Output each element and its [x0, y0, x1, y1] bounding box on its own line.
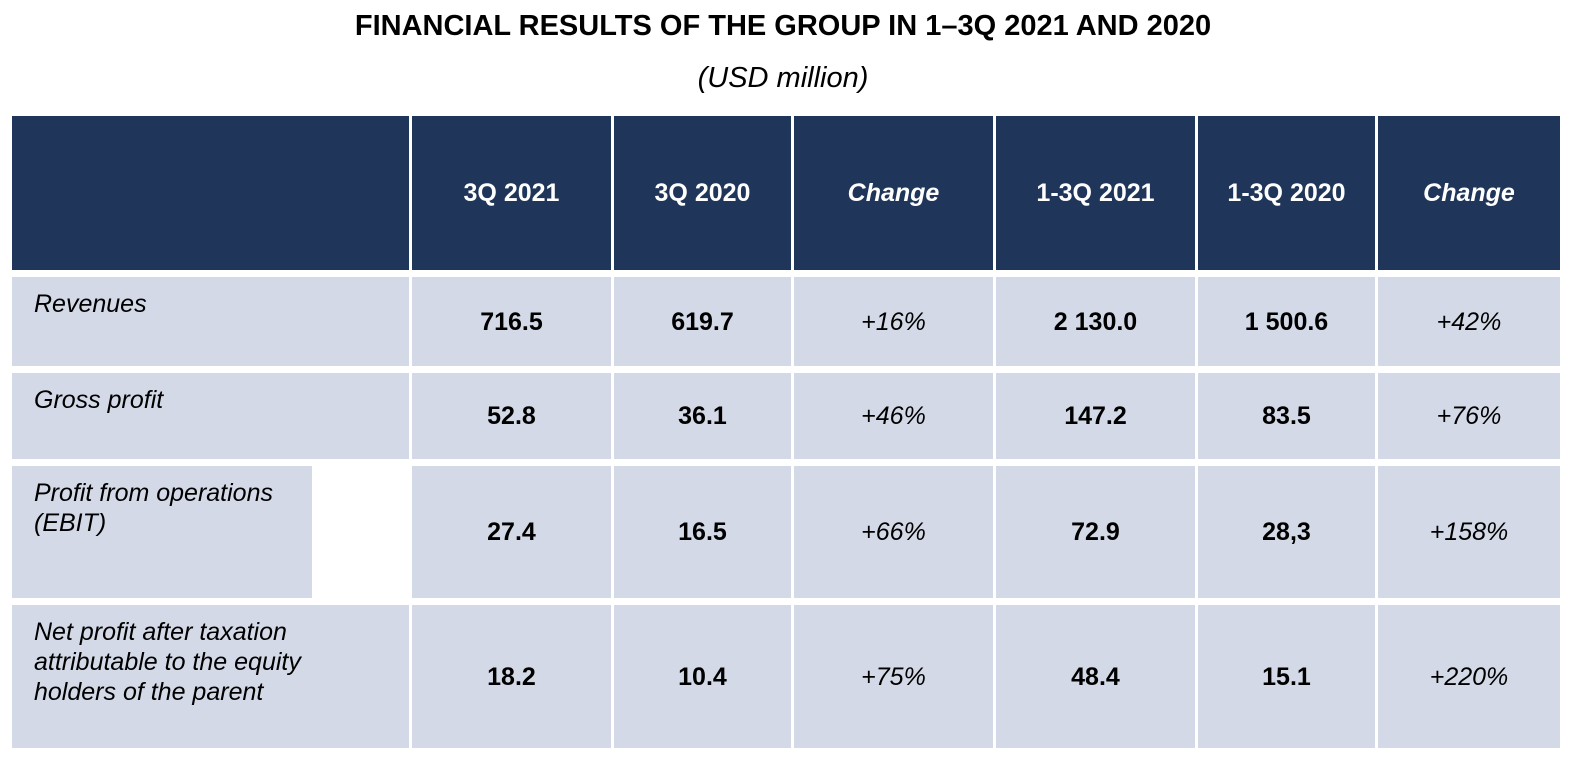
row-label-net-profit: Net profit after taxation attributable t… [12, 605, 409, 748]
table-cell: 83.5 [1198, 373, 1375, 459]
table-cell: 147.2 [996, 373, 1195, 459]
financial-results-table: 3Q 2021 3Q 2020 Change 1-3Q 2021 1-3Q 20… [12, 116, 1560, 748]
table-subtitle: (USD million) [697, 62, 869, 94]
row-label-revenues: Revenues [12, 277, 409, 366]
header-cell-change-ytd: Change [1378, 116, 1560, 270]
table-cell-change: +75% [794, 605, 993, 748]
table-cell: 716.5 [412, 277, 611, 366]
table-cell: 15.1 [1198, 605, 1375, 748]
table-cell: 619.7 [614, 277, 791, 366]
table-cell: 72.9 [996, 466, 1195, 598]
header-cell-1-3q-2021: 1-3Q 2021 [996, 116, 1195, 270]
table-cell-change: +66% [794, 466, 993, 598]
header-cell-3q-2021: 3Q 2021 [412, 116, 611, 270]
table-title: FINANCIAL RESULTS OF THE GROUP IN 1–3Q 2… [354, 10, 1212, 42]
table-cell-change: +76% [1378, 373, 1560, 459]
table-cell: 16.5 [614, 466, 791, 598]
table-cell-change: +158% [1378, 466, 1560, 598]
table-cell: 52.8 [412, 373, 611, 459]
table-cell-change: +46% [794, 373, 993, 459]
row-label-gross-profit: Gross profit [12, 373, 409, 459]
table-cell: 2 130.0 [996, 277, 1195, 366]
header-cell-change-quarter: Change [794, 116, 993, 270]
header-cell-1-3q-2020: 1-3Q 2020 [1198, 116, 1375, 270]
table-cell: 36.1 [614, 373, 791, 459]
row-label-ebit: Profit from operations (EBIT) [12, 466, 312, 598]
table-cell: 1 500.6 [1198, 277, 1375, 366]
table-cell: 27.4 [412, 466, 611, 598]
table-cell: 48.4 [996, 605, 1195, 748]
header-cell-3q-2020: 3Q 2020 [614, 116, 791, 270]
table-cell-change: +16% [794, 277, 993, 366]
table-cell: 28,3 [1198, 466, 1375, 598]
table-cell-change: +42% [1378, 277, 1560, 366]
table-cell: 10.4 [614, 605, 791, 748]
header-cell-corner [12, 116, 409, 270]
table-cell-change: +220% [1378, 605, 1560, 748]
table-cell: 18.2 [412, 605, 611, 748]
